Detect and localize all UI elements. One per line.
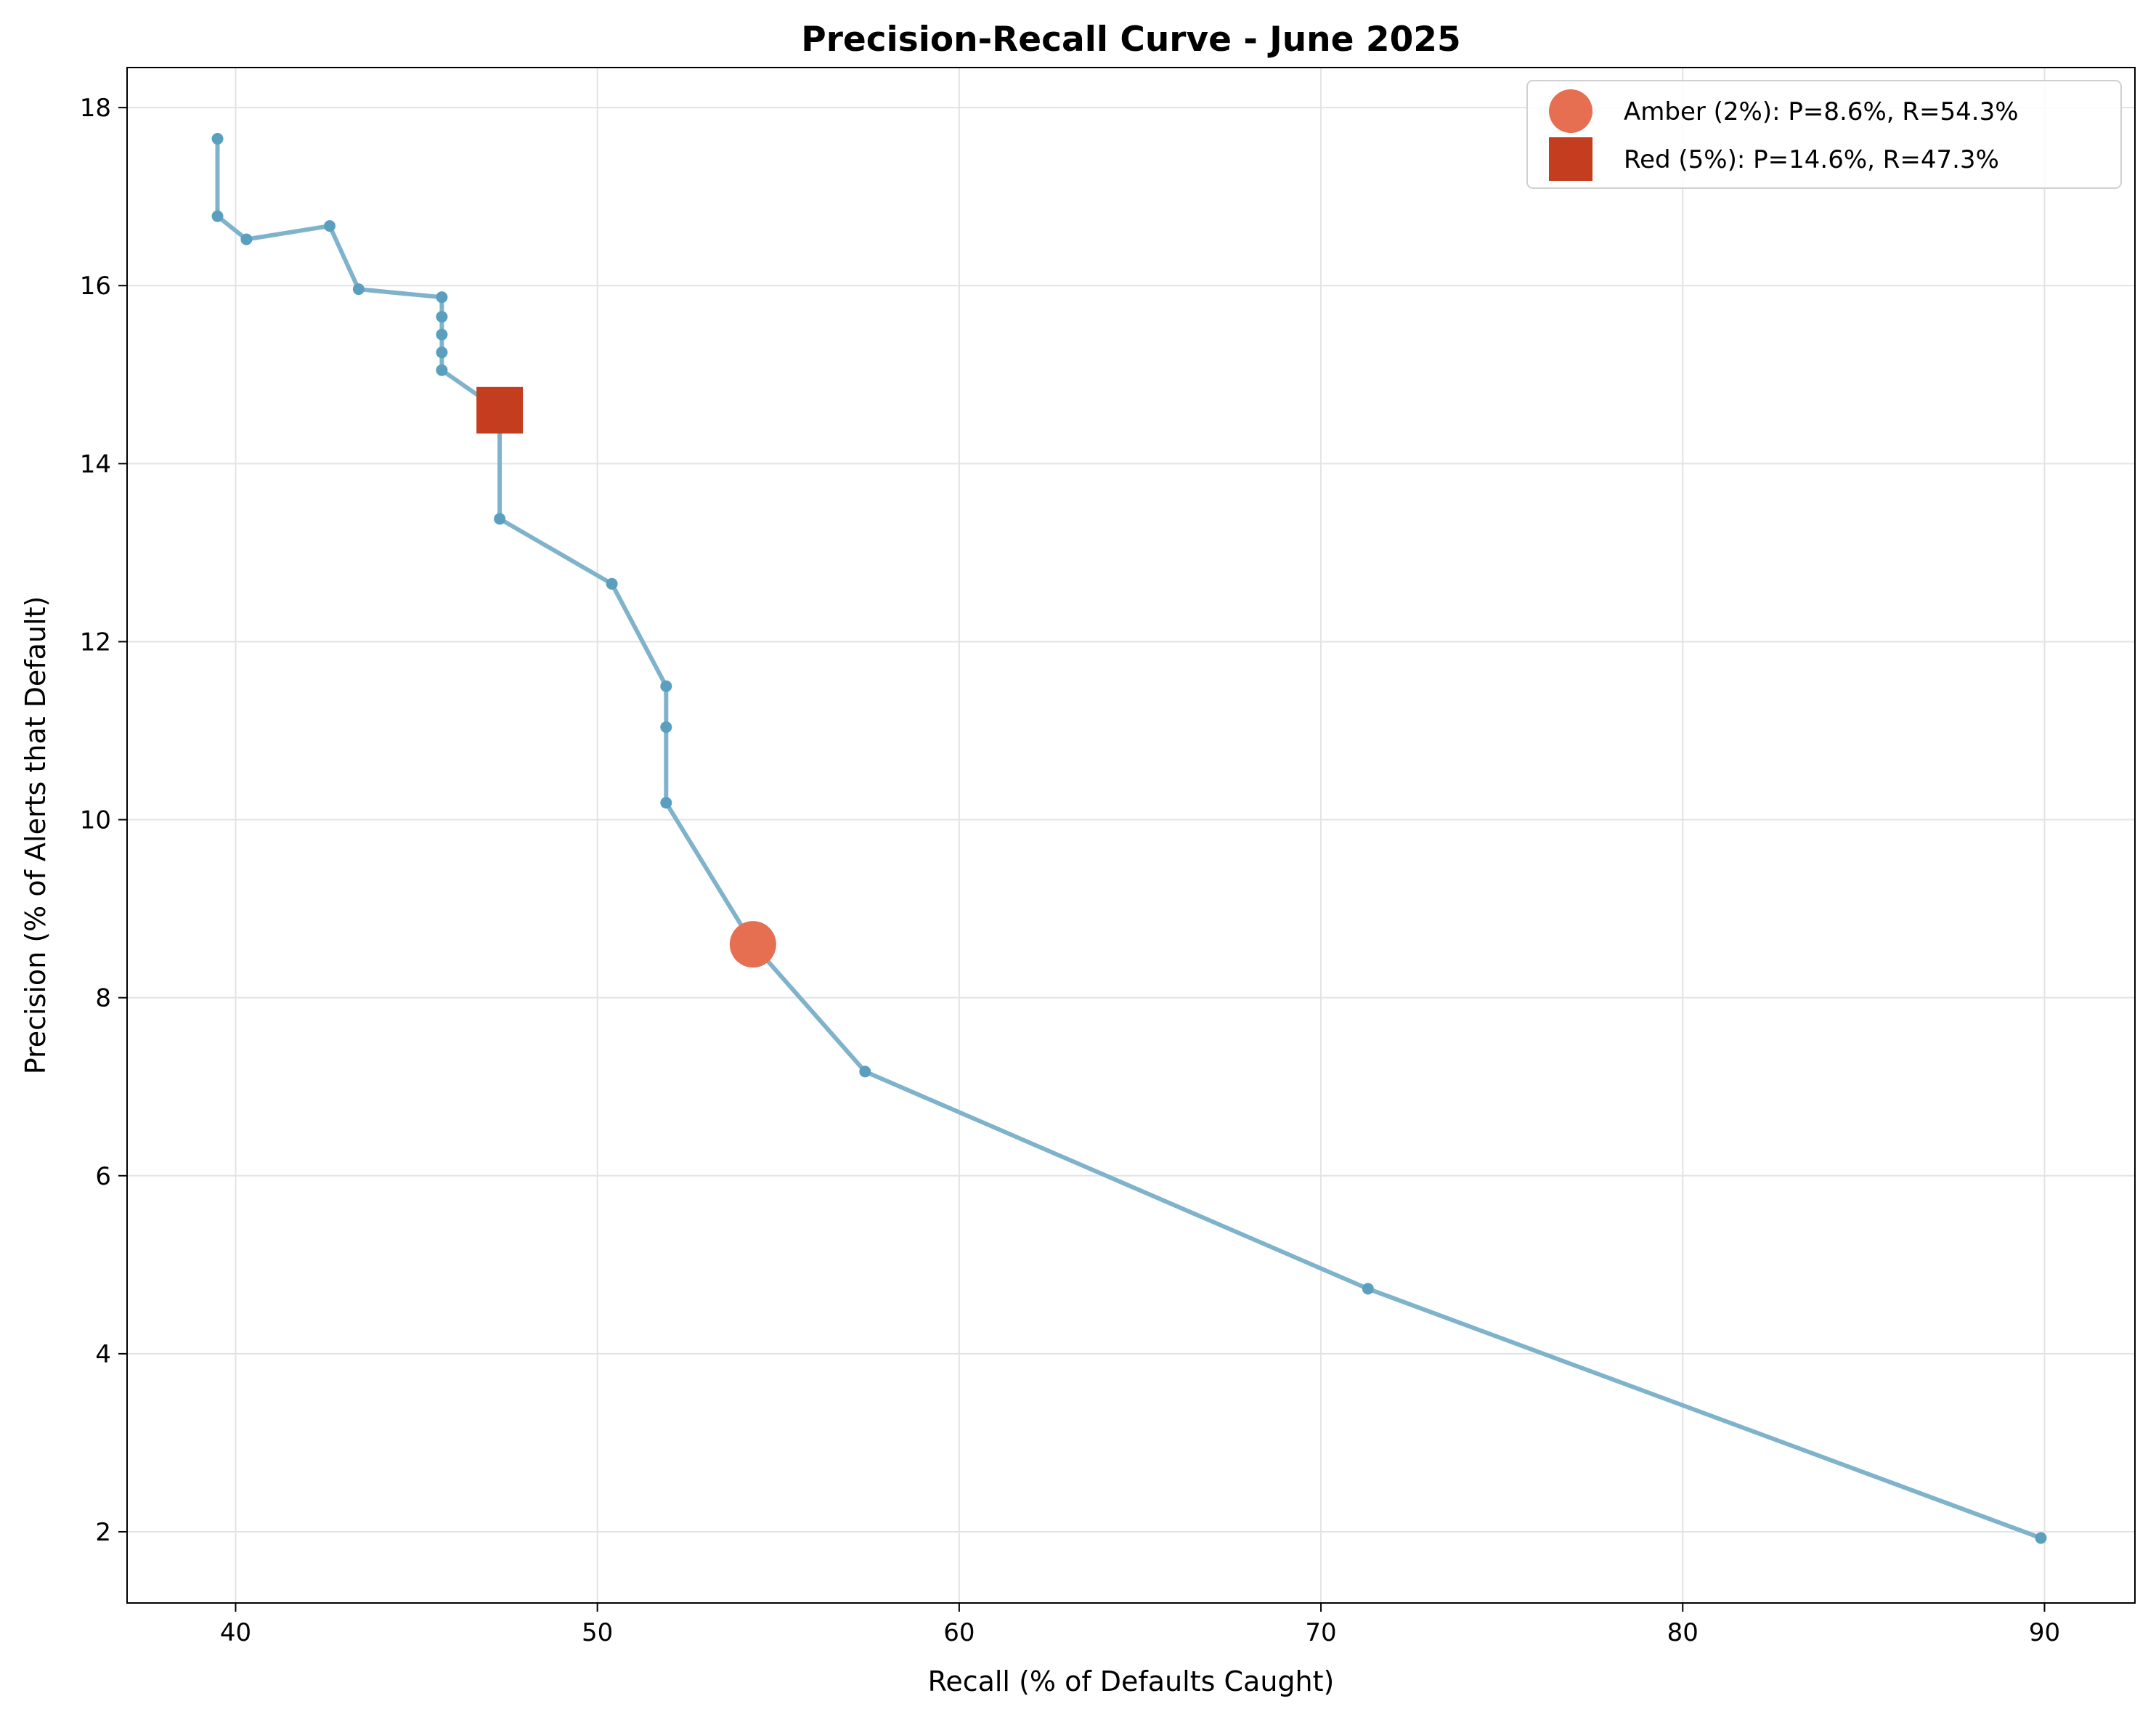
pr-curve-point [859,1066,871,1078]
x-tick-label: 70 [1305,1618,1336,1647]
legend-amber-marker [1549,89,1592,133]
x-tick-label: 60 [943,1618,975,1647]
pr-curve-point [436,346,448,359]
pr-curve-point [436,328,448,341]
red-threshold-marker [476,386,524,434]
legend-label: Amber (2%): P=8.6%, R=54.3% [1624,97,2019,126]
chart-title: Precision-Recall Curve - June 2025 [801,20,1460,60]
y-tick-label: 2 [95,1518,111,1547]
pr-curve-point [240,233,253,245]
series-layer [211,133,2047,1544]
plot-frame [126,67,2136,1604]
highlight-layer [476,386,776,968]
y-tick-label: 14 [80,450,111,479]
y-tick-label: 10 [80,806,111,835]
y-axis-label: Precision (% of Alerts that Default) [20,596,52,1075]
y-tick-label: 6 [95,1162,111,1191]
x-tick-label: 90 [2029,1618,2060,1647]
x-axis-label: Recall (% of Defaults Caught) [928,1665,1335,1697]
pr-curve-point [436,291,448,304]
legend-box [1526,80,2122,189]
x-tick-label: 40 [220,1618,251,1647]
pr-curve-line [215,137,2043,1541]
pr-curve-point [211,133,224,145]
pr-curve-point [660,721,672,734]
pr-curve-point [436,364,448,376]
axis-ticks: 40 50 60 70 80 90 2 4 6 8 10 12 14 16 18 [80,94,2060,1647]
legend: Amber (2%): P=8.6%, R=54.3% Red (5%): P=1… [1526,80,2122,189]
pr-curve-point [323,220,335,232]
y-tick-label: 12 [80,628,111,657]
pr-curve-point [494,513,506,525]
amber-threshold-marker [729,921,776,968]
legend-label: Red (5%): P=14.6%, R=47.3% [1624,145,1999,174]
y-tick-label: 8 [95,984,111,1013]
y-tick-label: 4 [95,1340,111,1369]
pr-curve-point [436,311,448,323]
x-tick-label: 50 [582,1618,613,1647]
grid-lines [127,68,2135,1603]
pr-curve-point [606,577,618,590]
pr-curve-point [211,210,224,222]
pr-curve-point [660,680,672,692]
pr-curve-point [660,797,672,809]
pr-curve-point [2035,1532,2047,1544]
y-tick-label: 16 [80,272,111,301]
x-tick-label: 80 [1667,1618,1699,1647]
y-tick-label: 18 [80,94,111,123]
pr-curve-point [1362,1283,1374,1295]
pr-curve-point [352,283,365,296]
legend-red-marker [1549,137,1592,181]
